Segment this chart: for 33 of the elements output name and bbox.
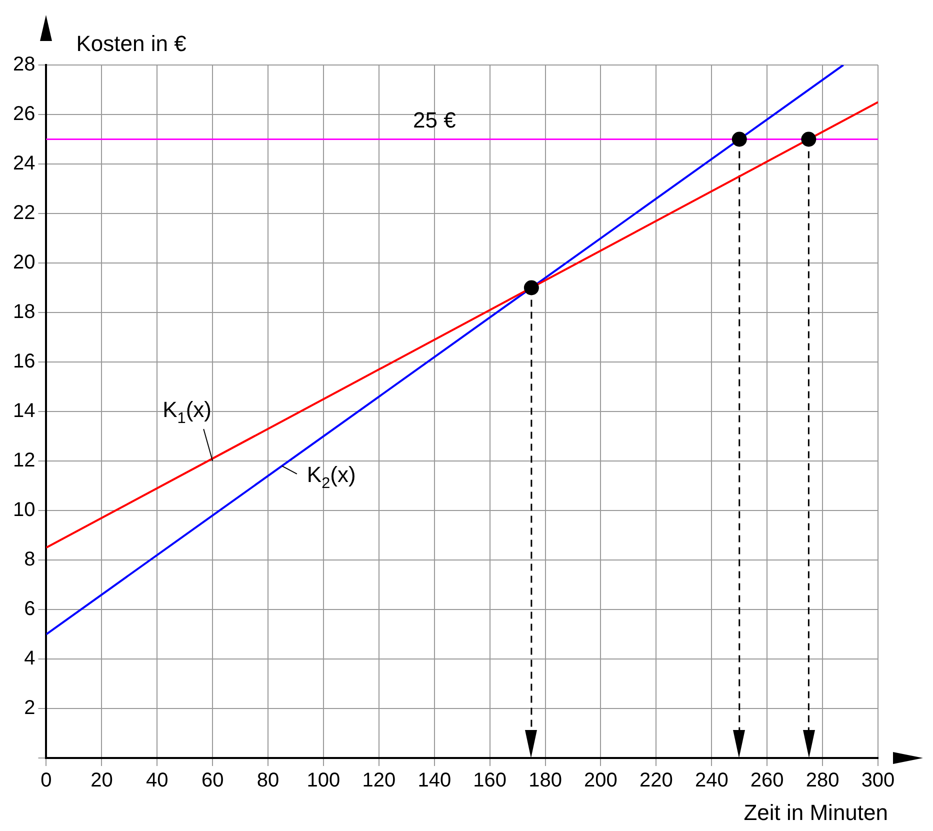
x-tick-label: 200	[584, 770, 618, 792]
y-tick-label: 16	[12, 350, 36, 373]
y-tick-label: 22	[12, 202, 36, 224]
y-tick-label: 14	[12, 400, 36, 422]
y-tick-label: 28	[12, 54, 36, 76]
y-tick-label: 24	[12, 152, 36, 175]
x-tick-label: 60	[201, 770, 224, 792]
y-tick-label: 26	[12, 103, 36, 126]
x-tick-label: 280	[806, 770, 840, 792]
x-tick-label: 220	[640, 770, 673, 792]
x-tick-label: 240	[694, 770, 728, 792]
y-tick-label: 2	[24, 697, 36, 720]
x-tick-label: 160	[473, 770, 507, 792]
x-tick-label: 260	[750, 770, 784, 792]
y-tick-label: 18	[12, 301, 36, 324]
x-axis-title: Zeit in Minuten	[744, 800, 888, 825]
y-tick-label: 6	[24, 598, 36, 620]
x-tick-label: 120	[362, 770, 396, 792]
x-tick-label: 100	[306, 770, 340, 792]
y-tick-label: 12	[12, 450, 36, 472]
x-tick-label: 80	[256, 770, 280, 792]
y-tick-label: 4	[24, 648, 36, 670]
y-tick-label: 20	[12, 252, 36, 274]
x-tick-label: 40	[146, 770, 168, 792]
x-tick-label: 0	[40, 770, 52, 792]
x-tick-label: 180	[528, 770, 562, 792]
y-tick-label: 10	[12, 499, 36, 522]
ref-line-label: 25 €	[412, 107, 456, 132]
y-axis-title: Kosten in €	[76, 31, 186, 56]
x-tick-label: 20	[90, 770, 113, 792]
x-tick-label: 140	[418, 770, 452, 792]
x-tick-label: 300	[861, 770, 895, 792]
y-tick-label: 8	[24, 548, 36, 571]
